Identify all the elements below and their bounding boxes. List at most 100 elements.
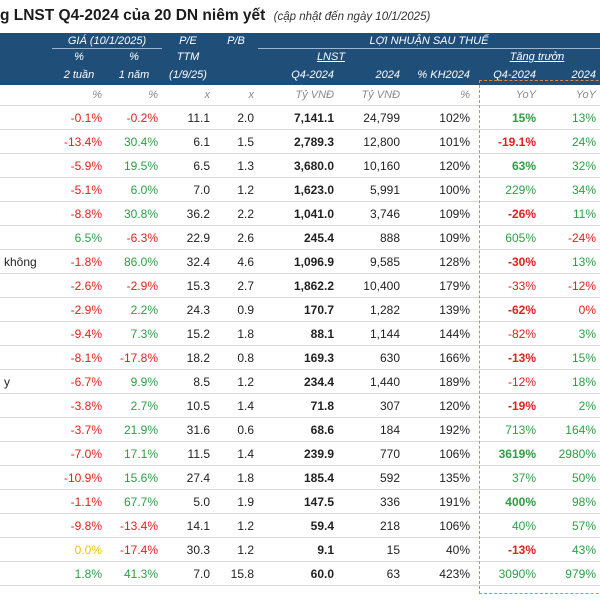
change-2-weeks-cell: -1.8% [52, 249, 106, 274]
table-row: -1.1% 67.7% 5.0 1.9 147.5 336 191% 400% 98% [0, 489, 600, 514]
pe-cell: 11.5 [162, 441, 214, 466]
company-name-cell: y [0, 369, 52, 394]
change-2-weeks-cell: 1.8% [52, 561, 106, 586]
pb-cell: 2.0 [214, 105, 258, 130]
profit-q4-cell: 169.3 [258, 345, 338, 370]
pe-cell: 31.6 [162, 417, 214, 442]
growth-2024-cell: 11% [540, 201, 600, 226]
growth-2024-cell: 2980% [540, 441, 600, 466]
profit-q4-cell: 245.4 [258, 225, 338, 250]
growth-2024-cell: 979% [540, 561, 600, 586]
growth-q4-cell: -30% [474, 249, 540, 274]
change-1-year-cell: 6.0% [106, 177, 162, 202]
company-name-cell [0, 177, 52, 202]
pe-cell: 6.1 [162, 129, 214, 154]
change-1-year-cell: -17.4% [106, 537, 162, 562]
growth-2024-cell: -12% [540, 273, 600, 298]
profit-q4-cell: 71.8 [258, 393, 338, 418]
change-2-weeks-cell: -7.0% [52, 441, 106, 466]
unit-1y: % [106, 85, 162, 106]
growth-q4-cell: -13% [474, 537, 540, 562]
profit-2024-cell: 184 [338, 417, 404, 442]
profit-2024-cell: 770 [338, 441, 404, 466]
profit-2024-cell: 307 [338, 393, 404, 418]
profit-q4-cell: 185.4 [258, 465, 338, 490]
profit-2024-cell: 10,160 [338, 153, 404, 178]
unit-growth-2024: YoY [540, 85, 600, 106]
growth-q4-cell: 40% [474, 513, 540, 538]
profit-q4-cell: 1,623.0 [258, 177, 338, 202]
plan-completion-cell: 40% [404, 537, 474, 562]
plan-completion-cell: 423% [404, 561, 474, 586]
plan-completion-cell: 166% [404, 345, 474, 370]
pb-cell: 0.6 [214, 417, 258, 442]
company-name-cell [0, 537, 52, 562]
header-one-year: 1 năm [106, 65, 162, 85]
change-1-year-cell: 86.0% [106, 249, 162, 274]
pe-cell: 5.0 [162, 489, 214, 514]
growth-q4-cell: 229% [474, 177, 540, 202]
pe-cell: 15.3 [162, 273, 214, 298]
change-1-year-cell: 9.9% [106, 369, 162, 394]
profit-2024-cell: 1,144 [338, 321, 404, 346]
change-2-weeks-cell: 6.5% [52, 225, 106, 250]
table-row: -0.1% -0.2% 11.1 2.0 7,141.1 24,799 102% 15% 13% [0, 105, 600, 130]
profit-2024-cell: 24,799 [338, 105, 404, 130]
growth-2024-cell: -24% [540, 225, 600, 250]
page-title: g LNST Q4-2024 của 20 DN niêm yết (cập n… [0, 5, 430, 27]
header-pct-1y: % [106, 48, 162, 65]
header-two-weeks: 2 tuần [52, 65, 106, 85]
change-2-weeks-cell: -2.9% [52, 297, 106, 322]
plan-completion-cell: 139% [404, 297, 474, 322]
pe-cell: 36.2 [162, 201, 214, 226]
unit-pb: x [214, 85, 258, 106]
pb-cell: 1.9 [214, 489, 258, 514]
pb-cell: 1.8 [214, 321, 258, 346]
pb-cell: 4.6 [214, 249, 258, 274]
company-name-cell [0, 489, 52, 514]
pe-cell: 30.3 [162, 537, 214, 562]
pe-cell: 7.0 [162, 177, 214, 202]
profit-q4-cell: 170.7 [258, 297, 338, 322]
company-name-cell [0, 297, 52, 322]
growth-2024-cell: 32% [540, 153, 600, 178]
profit-q4-cell: 1,096.9 [258, 249, 338, 274]
pb-cell: 1.2 [214, 537, 258, 562]
change-2-weeks-cell: -13.4% [52, 129, 106, 154]
change-1-year-cell: 17.1% [106, 441, 162, 466]
company-name-cell [0, 225, 52, 250]
profit-q4-cell: 239.9 [258, 441, 338, 466]
company-name-cell [0, 441, 52, 466]
growth-q4-cell: 3090% [474, 561, 540, 586]
profit-2024-cell: 12,800 [338, 129, 404, 154]
company-name-cell: không [0, 249, 52, 274]
change-1-year-cell: 15.6% [106, 465, 162, 490]
table-row: -5.1% 6.0% 7.0 1.2 1,623.0 5,991 100% 229% 34% [0, 177, 600, 202]
table-body: -0.1% -0.2% 11.1 2.0 7,141.1 24,799 102% 15% 13%… [0, 105, 600, 586]
change-1-year-cell: 2.7% [106, 393, 162, 418]
change-2-weeks-cell: -6.7% [52, 369, 106, 394]
change-2-weeks-cell: -5.9% [52, 153, 106, 178]
growth-2024-cell: 3% [540, 321, 600, 346]
profit-q4-cell: 3,680.0 [258, 153, 338, 178]
company-name-cell [0, 201, 52, 226]
pe-cell: 15.2 [162, 321, 214, 346]
change-1-year-cell: -6.3% [106, 225, 162, 250]
profit-2024-cell: 3,746 [338, 201, 404, 226]
change-2-weeks-cell: -8.1% [52, 345, 106, 370]
profit-2024-cell: 888 [338, 225, 404, 250]
profit-q4-cell: 147.5 [258, 489, 338, 514]
company-name-cell [0, 513, 52, 538]
pb-cell: 1.3 [214, 153, 258, 178]
plan-completion-cell: 102% [404, 105, 474, 130]
change-2-weeks-cell: -10.9% [52, 465, 106, 490]
growth-q4-cell: -13% [474, 345, 540, 370]
profit-q4-cell: 9.1 [258, 537, 338, 562]
plan-completion-cell: 109% [404, 201, 474, 226]
unit-q4: Tỷ VNĐ [258, 85, 338, 106]
growth-q4-cell: 63% [474, 153, 540, 178]
plan-completion-cell: 109% [404, 225, 474, 250]
header-growth-q4: Q4-2024 [474, 65, 540, 85]
table-row: -2.6% -2.9% 15.3 2.7 1,862.2 10,400 179% -33% -1… [0, 273, 600, 298]
table-row: -10.9% 15.6% 27.4 1.8 185.4 592 135% 37% 50% [0, 465, 600, 490]
